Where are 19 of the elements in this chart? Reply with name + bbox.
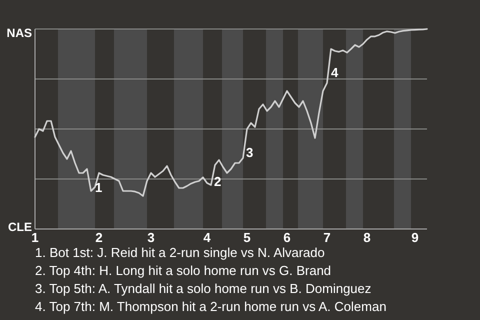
x-tick-label: 4	[203, 230, 212, 245]
text: NAS	[6, 26, 32, 40]
x-tick-label: 5	[243, 230, 251, 245]
annotation: 3	[246, 145, 254, 160]
x-tick-label: 7	[323, 230, 331, 245]
text: 2. Top 4th: H. Long hit a solo home run vs G. Brand	[35, 263, 332, 278]
annotation: 1	[95, 180, 102, 195]
annotation: 4	[331, 65, 339, 80]
text: 3. Top 5th: A. Tyndall hit a solo home run vs B. Dominguez	[35, 281, 372, 296]
x-tick-label: 2	[95, 230, 103, 245]
x-tick-label: 3	[147, 230, 155, 245]
x-tick-label: 1	[31, 230, 39, 245]
x-tick-label: 6	[283, 230, 291, 245]
text: CLE	[8, 220, 32, 234]
x-tick-label: 9	[411, 230, 419, 245]
x-tick-label: 8	[363, 230, 371, 245]
text: 1. Bot 1st: J. Reid hit a 2-run single vs N. Alvarado	[35, 245, 325, 260]
annotation: 2	[214, 174, 222, 189]
text: 4. Top 7th: M. Thompson hit a 2-run home run vs A. Coleman	[35, 299, 386, 314]
